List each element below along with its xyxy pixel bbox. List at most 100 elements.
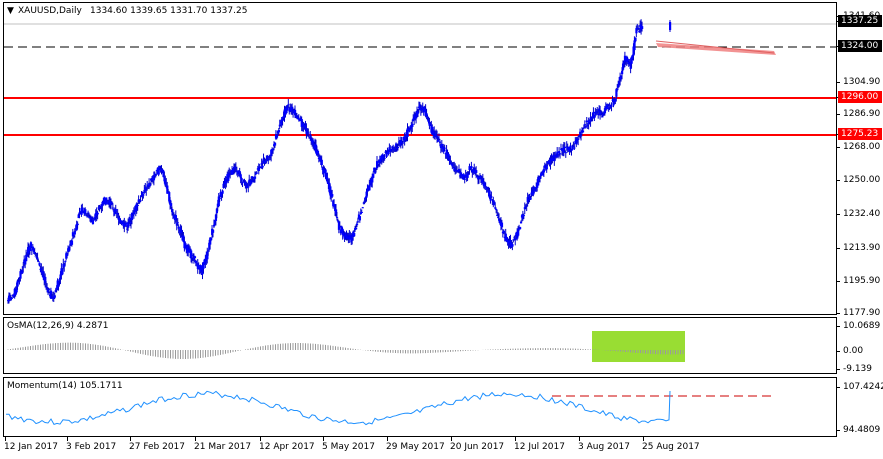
candle-body	[153, 173, 157, 176]
candle-body	[241, 181, 244, 183]
candle-body	[411, 123, 414, 127]
candle-body	[78, 212, 81, 215]
candle-body	[127, 221, 130, 228]
candle-body	[157, 168, 160, 175]
candle-body	[383, 157, 386, 159]
candle-body	[607, 107, 610, 110]
candle-body	[220, 193, 223, 197]
candle-body	[448, 157, 451, 161]
candle-body	[543, 165, 546, 168]
candle-body	[16, 280, 19, 287]
candle-body	[522, 215, 526, 217]
time-axis-label: 25 Aug 2017	[642, 442, 700, 452]
candle-body	[249, 183, 252, 186]
candle-body	[281, 117, 284, 121]
candle-body	[489, 195, 492, 201]
candle-body	[494, 207, 497, 209]
candle-body	[101, 201, 104, 207]
price-axis-label: 1177.90	[843, 308, 881, 318]
chart-title-arrow-icon: ▼	[7, 6, 14, 16]
candle-body	[562, 147, 566, 153]
candle-body	[250, 180, 253, 184]
candle-body	[484, 186, 487, 188]
candle-body	[119, 219, 122, 223]
candle-body	[130, 212, 134, 221]
candle-body	[334, 209, 338, 214]
candle-body	[374, 171, 377, 174]
candle-body	[8, 296, 12, 300]
candle-body	[583, 124, 587, 126]
time-axis-tick	[67, 437, 68, 441]
candle-body	[579, 131, 582, 135]
time-axis-tick	[387, 437, 388, 441]
candle-body	[164, 179, 167, 186]
candle-body	[96, 212, 99, 215]
candle-body	[626, 58, 629, 63]
candle-body	[161, 169, 164, 172]
candle-body	[492, 200, 495, 203]
time-axis-tick	[195, 437, 196, 441]
candle-body	[582, 127, 586, 129]
candle-body	[139, 200, 142, 202]
candle-body	[57, 281, 60, 287]
candle-body	[53, 295, 56, 298]
candle-body	[292, 112, 295, 114]
time-axis-tick	[579, 437, 580, 441]
candle-body	[212, 224, 216, 227]
candle-body	[577, 138, 580, 140]
candle-body	[286, 105, 289, 110]
candle-body	[571, 147, 574, 150]
candle-body	[594, 111, 597, 114]
candle-body	[126, 228, 129, 230]
candle-body	[614, 98, 617, 102]
candle-body	[524, 206, 527, 208]
price-chart-panel[interactable]: ▼ XAUUSD,Daily 1334.60 1339.65 1331.70 1…	[3, 2, 837, 315]
time-axis-label: 21 Mar 2017	[194, 442, 252, 452]
candle-body	[385, 153, 388, 157]
candle-body	[418, 104, 422, 110]
time-axis-tick	[515, 437, 516, 441]
momentum-title: Momentum(14) 105.1711	[7, 381, 123, 391]
price-axis-tick	[837, 82, 840, 83]
candle-body	[22, 266, 25, 268]
candle-body	[272, 149, 275, 151]
candle-body	[326, 177, 329, 183]
candle-body	[568, 147, 571, 152]
candle-body	[209, 237, 212, 245]
candle-body	[234, 167, 238, 169]
price-axis-tick	[837, 147, 840, 148]
candle-body	[191, 255, 195, 257]
candle-body	[364, 197, 367, 200]
candle-body	[265, 160, 268, 162]
candle-body	[584, 126, 587, 128]
candle-body	[466, 173, 469, 178]
candle-body	[174, 215, 178, 221]
candle-body	[68, 246, 71, 252]
candle-body	[535, 187, 538, 190]
candle-body	[210, 237, 213, 241]
candle-body	[206, 251, 209, 260]
candle-body	[118, 217, 121, 222]
candle-body	[533, 187, 536, 190]
candle-body	[225, 179, 228, 184]
candle-body	[597, 114, 600, 116]
osma-panel[interactable]: OsMA(12,26,9) 4.2871	[3, 317, 837, 374]
momentum-panel[interactable]: Momentum(14) 105.1711	[3, 377, 837, 437]
candle-body	[438, 141, 442, 143]
candle-body	[341, 229, 344, 235]
candle-body	[459, 172, 463, 175]
candle-body	[300, 119, 303, 127]
candle-body	[559, 153, 562, 155]
candle-body	[211, 229, 215, 233]
candle-body	[423, 106, 426, 110]
candle-body	[87, 212, 90, 214]
candle-body	[68, 244, 72, 246]
candle-body	[15, 287, 18, 293]
candle-body	[129, 217, 132, 221]
candle-body	[338, 225, 342, 228]
candle-body	[497, 216, 500, 218]
candle-body	[633, 40, 636, 51]
candle-body	[470, 166, 473, 169]
candle-body	[236, 170, 239, 174]
candle-body	[276, 131, 280, 134]
